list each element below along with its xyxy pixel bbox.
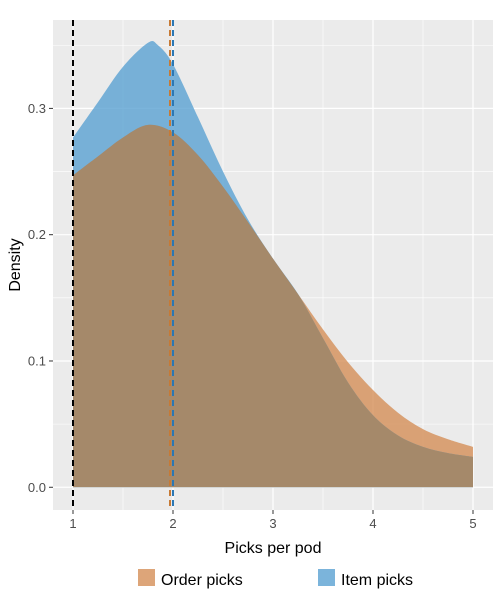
legend-key [138,569,155,586]
y-tick-label: 0.1 [28,353,46,368]
y-tick-label: 0.0 [28,480,46,495]
legend-label: Order picks [161,572,243,589]
y-tick-label: 0.3 [28,101,46,116]
legend-key [318,569,335,586]
x-tick-label: 2 [169,516,176,531]
legend: Order picks Item picks [138,569,413,589]
y-axis-title: Density [7,238,24,291]
x-tick-label: 1 [69,516,76,531]
x-tick-label: 3 [269,516,276,531]
x-tick-label: 5 [469,516,476,531]
mean-reference-lines [72,20,174,510]
x-tick-label: 4 [369,516,376,531]
x-axis-title: Picks per pod [225,540,322,557]
legend-label: Item picks [341,572,413,589]
y-tick-label: 0.2 [28,227,46,242]
axes: 1 2 3 4 5 0.0 0.1 0.2 0.3 [28,101,477,531]
